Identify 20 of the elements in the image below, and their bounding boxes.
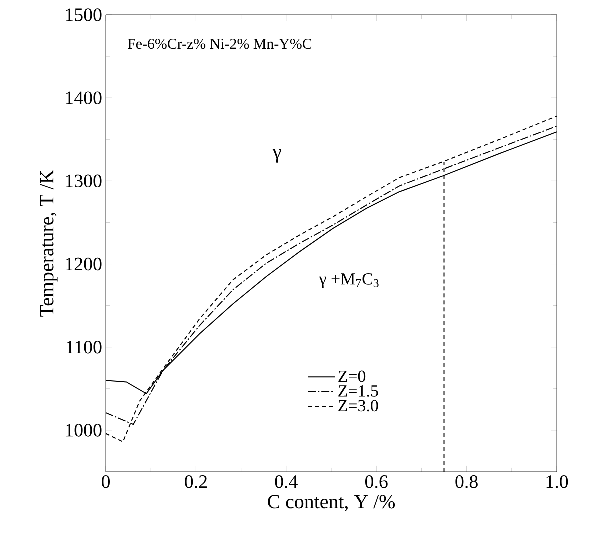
annotation: Fe-6%Cr-z% Ni-2% Mn-Y%C	[128, 39, 312, 50]
x-tick-label: 0.4	[275, 476, 298, 488]
legend-label: Z=3.0	[338, 400, 378, 412]
y-tick-label: 1200	[66, 258, 102, 271]
y-tick-label: 1400	[66, 92, 102, 104]
y-axis-title: Temperature, T /K	[40, 170, 58, 317]
legend-label: Z=1.5	[338, 386, 378, 397]
y-tick-label: 1000	[66, 424, 102, 437]
y-tick-label: 1300	[66, 174, 102, 188]
y-tick-label: 1500	[66, 8, 102, 22]
x-tick-label: 1.0	[546, 476, 568, 488]
legend-label: Z=0	[338, 370, 366, 382]
x-tick-label: 0	[102, 476, 110, 488]
x-tick-label: 0.6	[365, 476, 388, 488]
annotation: γ	[272, 150, 282, 163]
x-axis-title: C content, Y /%	[268, 495, 396, 512]
x-tick-label: 0.2	[185, 476, 207, 488]
annotation: γ +M$_{7}$C$_{3}$	[319, 273, 379, 288]
x-tick-label: 0.8	[456, 476, 478, 488]
y-tick-label: 1100	[66, 340, 102, 354]
